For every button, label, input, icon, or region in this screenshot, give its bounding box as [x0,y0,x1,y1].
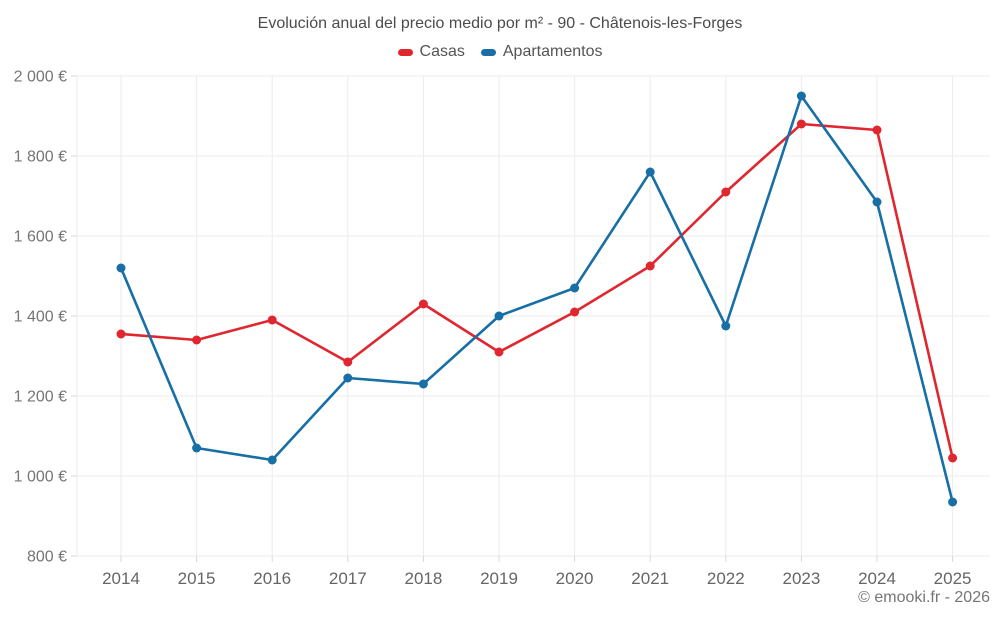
data-point-casas-2024[interactable] [872,125,882,135]
x-tick-label: 2024 [858,569,896,588]
data-point-apartamentos-2023[interactable] [796,91,806,101]
legend-item-apartamentos[interactable]: Apartamentos [480,43,603,61]
series-line-casas [119,122,954,460]
data-point-casas-2023[interactable] [796,119,806,129]
data-point-casas-2021[interactable] [645,261,655,271]
data-point-apartamentos-2020[interactable] [570,283,580,293]
data-point-apartamentos-2025[interactable] [948,497,958,507]
x-tick-label: 2022 [707,569,745,588]
y-tick-label: 1 000 € [14,469,67,486]
data-point-casas-2022[interactable] [721,187,731,197]
y-tick-label: 1 200 € [14,389,67,406]
data-point-casas-2017[interactable] [343,357,353,367]
data-point-apartamentos-2018[interactable] [418,379,428,389]
series-line-apartamentos [119,94,954,504]
data-point-apartamentos-2024[interactable] [872,197,882,207]
legend-swatch-apartamentos [480,48,496,56]
x-tick-label: 2021 [631,569,669,588]
data-point-casas-2015[interactable] [192,335,202,345]
x-tick-label: 2023 [782,569,820,588]
y-tick-label: 1 800 € [14,149,67,166]
data-point-casas-2016[interactable] [267,315,277,325]
data-point-apartamentos-2014[interactable] [116,263,126,273]
data-point-apartamentos-2022[interactable] [721,321,731,331]
data-point-casas-2020[interactable] [570,307,580,317]
x-tick-label: 2018 [404,569,442,588]
data-point-apartamentos-2017[interactable] [343,373,353,383]
legend-label-apartamentos: Apartamentos [502,43,603,60]
x-tick-label: 2025 [934,569,972,588]
data-point-apartamentos-2019[interactable] [494,311,504,321]
data-point-casas-2025[interactable] [948,453,958,463]
data-point-casas-2019[interactable] [494,347,504,357]
data-point-casas-2014[interactable] [116,329,126,339]
chart-title: Evolución anual del precio medio por m² … [257,15,743,32]
x-tick-label: 2014 [102,569,140,588]
x-tick-label: 2016 [253,569,291,588]
data-point-casas-2018[interactable] [418,299,428,309]
y-tick-label: 1 600 € [14,229,67,246]
x-tick-label: 2019 [480,569,518,588]
y-tick-label: 1 400 € [14,309,67,326]
attribution: © emooki.fr - 2026 [858,589,990,606]
x-tick-label: 2020 [556,569,594,588]
y-tick-label: 800 € [27,549,67,566]
legend-item-casas[interactable]: Casas [397,43,465,61]
legend-label-casas: Casas [419,43,465,60]
x-tick-label: 2015 [178,569,216,588]
legend-swatch-casas [397,48,413,56]
x-tick-label: 2017 [329,569,367,588]
chart-legend: Casas Apartamentos [0,43,1000,61]
data-point-apartamentos-2015[interactable] [192,443,202,453]
y-tick-label: 2 000 € [14,69,67,86]
data-point-apartamentos-2016[interactable] [267,455,277,465]
data-point-apartamentos-2021[interactable] [645,167,655,177]
